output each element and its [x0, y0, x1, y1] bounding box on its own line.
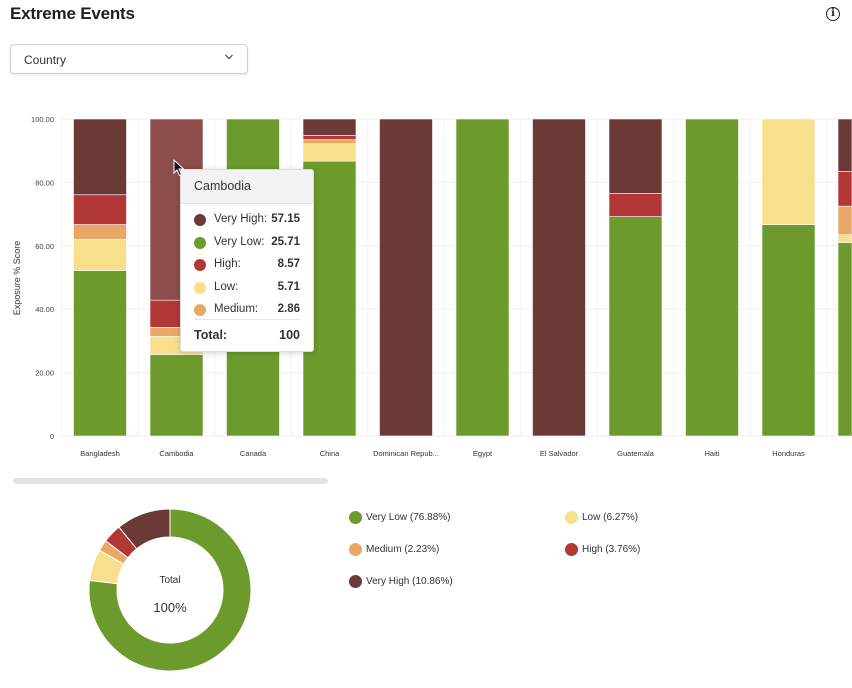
bar-segment[interactable]: [149, 354, 204, 437]
legend-dot-icon: [565, 511, 578, 524]
tooltip: Cambodia Very High: 57.15 Very Low: 25.71 Hi…: [180, 169, 314, 352]
donut-slice[interactable]: [104, 526, 138, 559]
dropdown-value: Country: [24, 53, 67, 67]
legend-dot-icon: [194, 259, 206, 271]
donut-center-label: Total: [159, 575, 180, 586]
bar-segment[interactable]: [837, 205, 852, 236]
bar-segment[interactable]: [302, 118, 357, 136]
y-tick-label: 40.00: [35, 305, 54, 314]
tooltip-row: Very High: 57.15: [194, 210, 300, 230]
y-tick-label: 60.00: [35, 242, 54, 251]
chevron-down-icon: [225, 54, 233, 60]
tooltip-row-label: High:: [214, 258, 241, 270]
legend-label: Very Low (76.88%): [366, 512, 451, 523]
tooltip-row-label: Low:: [214, 280, 239, 293]
bar-segment[interactable]: [608, 216, 663, 437]
bar-segment[interactable]: [761, 224, 816, 437]
bar-segment[interactable]: [532, 118, 586, 437]
tooltip-row: Very Low: 25.71: [194, 233, 300, 253]
x-tick-label: China: [320, 449, 340, 458]
y-tick-label: 20.00: [35, 369, 54, 378]
bar-segment[interactable]: [73, 270, 127, 437]
bar-segment[interactable]: [837, 234, 852, 243]
legend-label: Medium (2.23%): [366, 544, 440, 555]
bar-segment[interactable]: [455, 118, 510, 437]
x-tick-label: Bangladesh: [80, 449, 120, 458]
tooltip-row-value: 25.71: [271, 235, 300, 248]
legend-dot-icon: [194, 304, 206, 316]
page-title: Extreme Events: [10, 4, 135, 23]
bar-segment[interactable]: [608, 193, 663, 217]
bar-segment[interactable]: [302, 139, 357, 145]
tooltip-row-value: 2.86: [277, 303, 300, 315]
bar-segment[interactable]: [837, 171, 852, 207]
tooltip-row-label: Very Low:: [214, 235, 265, 248]
bar-segment[interactable]: [73, 224, 127, 240]
legend-dot-icon: [349, 511, 362, 524]
y-tick-label: 100.00: [31, 115, 54, 124]
tooltip-total-label: Total:: [194, 328, 228, 342]
x-tick-label: El Salvador: [540, 449, 579, 458]
legend-label: High (3.76%): [582, 544, 641, 555]
info-icon[interactable]: i: [826, 7, 840, 21]
bar-segment[interactable]: [73, 194, 127, 225]
legend-dot-icon: [194, 281, 206, 294]
bar-segment[interactable]: [685, 118, 739, 437]
donut-chart: Total 100%: [88, 508, 252, 672]
donut-slice[interactable]: [88, 508, 252, 672]
horizontal-scrollbar[interactable]: [13, 478, 328, 484]
legend-dot-icon: [349, 543, 362, 556]
mouse-cursor-icon: [173, 159, 185, 177]
bar-segment[interactable]: [73, 118, 127, 196]
tooltip-row: High: 8.57: [194, 255, 300, 275]
bar-segment[interactable]: [837, 118, 852, 172]
tooltip-row-value: 5.71: [277, 280, 300, 293]
x-tick-label: Canada: [240, 449, 267, 458]
tooltip-total-value: 100: [279, 328, 300, 342]
x-tick-label: Cambodia: [159, 449, 194, 458]
x-tick-label: Egypt: [473, 449, 493, 458]
x-tick-label: Dominican Repub...: [373, 449, 439, 458]
legend-label: Very High (10.86%): [366, 576, 453, 587]
bar-segment[interactable]: [302, 143, 357, 162]
y-tick-label: 80.00: [35, 178, 54, 187]
tooltip-row-value: 57.15: [271, 213, 300, 225]
donut-slice[interactable]: [98, 540, 129, 565]
bar-segment[interactable]: [302, 135, 357, 140]
tooltip-row-label: Very High:: [214, 213, 268, 225]
tooltip-row-value: 8.57: [277, 258, 300, 270]
tooltip-row-label: Medium:: [214, 303, 259, 315]
stacked-bar-chart: 0 20.00 40.00 60.00 80.00 100.00 Exposure % Sc…: [12, 115, 852, 458]
bar-segment[interactable]: [379, 118, 433, 437]
tooltip-title: Cambodia: [181, 170, 313, 204]
tooltip-row: Low: 5.71: [194, 278, 300, 298]
y-tick-label: 0: [50, 432, 54, 441]
legend-dot-icon: [194, 236, 206, 249]
tooltip-row: Medium: 2.86: [194, 300, 300, 320]
legend-dot-icon: [349, 575, 362, 588]
x-tick-label: Guatemala: [617, 449, 655, 458]
x-tick-label: Haiti: [704, 449, 719, 458]
bar-segment[interactable]: [761, 118, 816, 225]
tooltip-total: Total: 100: [194, 328, 300, 342]
donut-slice[interactable]: [89, 549, 125, 585]
legend-dot-icon: [565, 543, 578, 556]
bar-segment[interactable]: [73, 239, 127, 271]
bar-segment[interactable]: [837, 242, 852, 437]
legend-label: Low (6.27%): [582, 512, 639, 523]
legend-dot-icon: [194, 214, 206, 226]
bar-segment[interactable]: [608, 118, 663, 194]
x-tick-label: Honduras: [772, 449, 805, 458]
country-dropdown[interactable]: Country: [10, 44, 248, 74]
donut-center-value: 100%: [153, 600, 187, 615]
y-axis-label: Exposure % Score: [12, 241, 22, 316]
